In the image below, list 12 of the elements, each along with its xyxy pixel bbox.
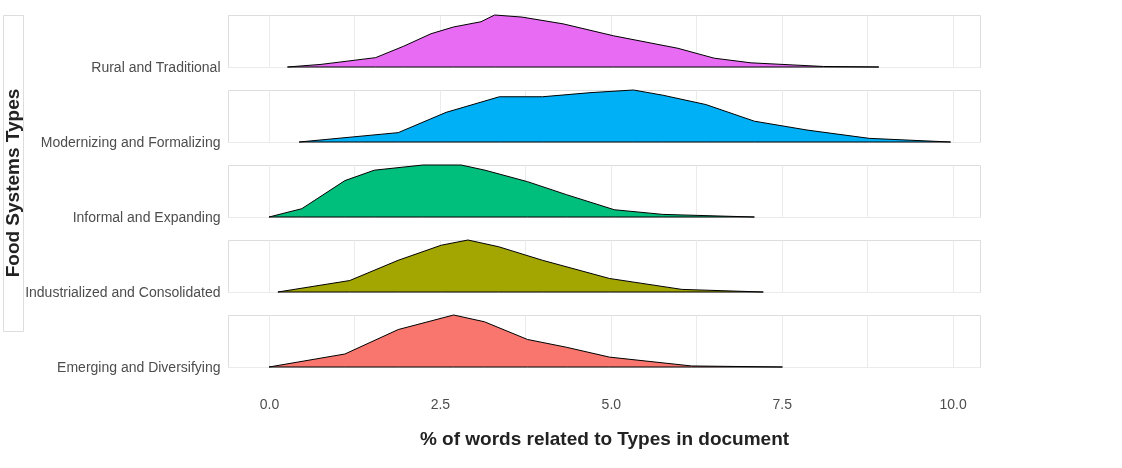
y-axis-title: Industrialized and Consolidated <box>25 283 221 300</box>
y-axis-title: Emerging and Diversifying <box>57 358 221 375</box>
x-axis-title: % of words related to Types in document <box>419 427 790 449</box>
x-tick-label: 0.0 <box>259 395 280 412</box>
text: Food Systems Types <box>2 88 23 278</box>
x-tick-label: 10.0 <box>939 395 967 412</box>
x-tick-label: 7.5 <box>772 395 793 412</box>
y-axis-title: Modernizing and Formalizing <box>40 133 221 150</box>
y-axis-title: Informal and Expanding <box>72 208 221 225</box>
x-tick-label: 2.5 <box>430 395 451 412</box>
y-axis-title: Rural and Traditional <box>91 58 221 75</box>
x-tick-label: 5.0 <box>601 395 622 412</box>
